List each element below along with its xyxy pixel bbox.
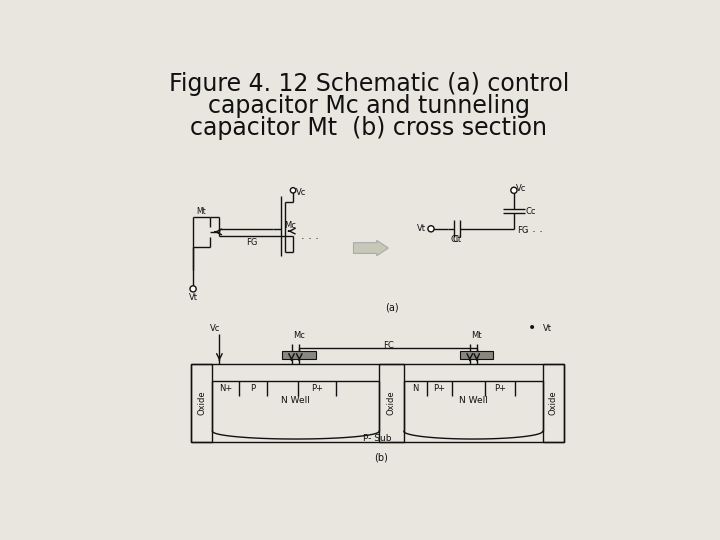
Text: Oxide: Oxide <box>197 390 206 415</box>
Text: FG: FG <box>518 226 529 235</box>
Circle shape <box>190 286 196 292</box>
Text: Oxide: Oxide <box>549 390 558 415</box>
Text: Vt: Vt <box>417 224 426 233</box>
Text: P+: P+ <box>433 384 446 393</box>
Text: . . .: . . . <box>525 224 543 234</box>
Text: Mc: Mc <box>284 221 296 230</box>
Text: •: • <box>528 321 536 335</box>
Bar <box>379 363 404 442</box>
Text: Mt: Mt <box>472 332 482 340</box>
Bar <box>461 351 493 359</box>
Text: FC: FC <box>383 341 394 349</box>
Text: P+: P+ <box>494 384 506 393</box>
Text: P: P <box>250 384 256 393</box>
Bar <box>543 363 564 442</box>
Bar <box>191 363 564 442</box>
FancyArrow shape <box>354 240 388 256</box>
Text: Ct: Ct <box>453 235 462 244</box>
Text: P- Sub: P- Sub <box>364 434 392 443</box>
Circle shape <box>510 187 517 193</box>
Text: Vc: Vc <box>296 188 306 197</box>
Text: capacitor Mt  (b) cross section: capacitor Mt (b) cross section <box>191 116 547 140</box>
Circle shape <box>290 187 296 193</box>
Bar <box>282 351 316 359</box>
Text: Mc: Mc <box>293 332 305 340</box>
Text: (b): (b) <box>374 453 387 462</box>
Text: N Well: N Well <box>459 396 487 405</box>
Text: N: N <box>413 384 419 393</box>
Text: Vc: Vc <box>210 323 221 333</box>
Text: P+: P+ <box>311 384 323 393</box>
Text: (a): (a) <box>385 302 399 312</box>
Text: N Well: N Well <box>282 396 310 405</box>
Text: . . .: . . . <box>301 231 319 241</box>
Bar <box>191 363 212 442</box>
Text: FG: FG <box>246 238 258 247</box>
Circle shape <box>428 226 434 232</box>
Text: capacitor Mc and tunneling: capacitor Mc and tunneling <box>208 94 530 118</box>
Text: Oxide: Oxide <box>387 390 396 415</box>
Text: Cl: Cl <box>450 235 459 244</box>
Text: Figure 4. 12 Schematic (a) control: Figure 4. 12 Schematic (a) control <box>168 72 570 97</box>
Text: Mt: Mt <box>197 207 207 217</box>
Text: Vt: Vt <box>543 323 552 333</box>
Text: N+: N+ <box>219 384 233 393</box>
Text: Vc: Vc <box>516 184 526 193</box>
Text: Cc: Cc <box>526 207 536 215</box>
Text: Vt: Vt <box>189 293 197 302</box>
